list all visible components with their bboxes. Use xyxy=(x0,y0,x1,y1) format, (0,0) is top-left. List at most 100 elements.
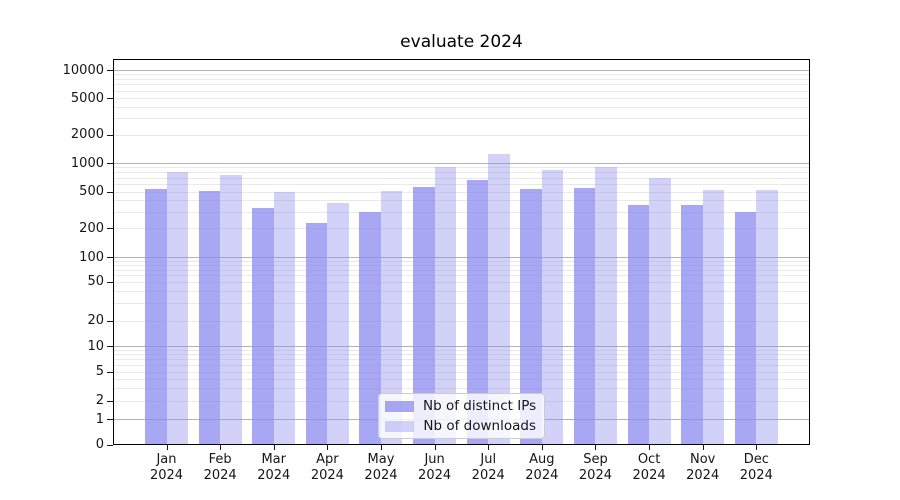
minor-gridline-80 xyxy=(113,264,810,266)
legend-item-distinct-ips: Nb of distinct IPs xyxy=(385,397,536,415)
minor-gridline-5 xyxy=(113,371,810,373)
minor-gridline-300 xyxy=(113,211,810,213)
x-tick-jan xyxy=(166,445,168,450)
minor-gridline-9000 xyxy=(113,74,810,76)
bar-distinct-ips-jun xyxy=(413,186,435,445)
x-tick-label-feb: Feb 2024 xyxy=(188,452,252,484)
bar-distinct-ips-nov xyxy=(681,205,703,445)
gridline-10000 xyxy=(113,70,810,71)
x-tick-apr xyxy=(327,445,329,450)
bar-downloads-sep xyxy=(595,166,617,445)
x-tick-year: 2024 xyxy=(149,468,184,483)
x-tick-year: 2024 xyxy=(364,468,398,483)
x-tick-label-aug: Aug 2024 xyxy=(510,452,574,484)
x-tick-label-jul: Jul 2024 xyxy=(456,452,520,484)
x-tick-sep xyxy=(595,445,597,450)
bar-distinct-ips-oct xyxy=(627,205,650,445)
x-tick-year: 2024 xyxy=(471,468,505,483)
minor-gridline-700 xyxy=(113,177,810,179)
bar-distinct-ips-sep xyxy=(573,188,596,445)
bar-downloads-aug xyxy=(541,170,564,445)
minor-gridline-40 xyxy=(113,290,810,292)
minor-gridline-4 xyxy=(113,378,810,380)
minor-gridline-6000 xyxy=(113,90,810,92)
y-tick-label-1000: 1000 xyxy=(70,155,104,171)
x-tick-label-dec: Dec 2024 xyxy=(724,452,788,484)
minor-gridline-7000 xyxy=(113,84,810,86)
bar-distinct-ips-jul xyxy=(466,180,489,445)
minor-gridline-30 xyxy=(113,303,810,305)
y-tick-label-0: 0 xyxy=(95,437,104,452)
x-tick-month: Jun xyxy=(424,452,445,467)
y-tick-1000 xyxy=(107,163,113,164)
y-tick-10000 xyxy=(107,70,113,71)
bar-distinct-ips-jan xyxy=(145,189,167,445)
minor-gridline-70 xyxy=(113,269,810,271)
bar-distinct-ips-feb xyxy=(198,190,221,445)
x-tick-year: 2024 xyxy=(418,468,452,483)
x-tick-month: Oct xyxy=(637,452,661,467)
bar-downloads-apr xyxy=(327,203,349,445)
minor-gridline-400 xyxy=(113,200,810,202)
x-tick-month: Sep xyxy=(583,452,608,467)
x-tick-month: Jan xyxy=(156,452,177,467)
y-tick-1 xyxy=(107,419,113,420)
y-tick-label-10000: 10000 xyxy=(62,62,104,78)
x-tick-label-jan: Jan 2024 xyxy=(135,452,199,484)
minor-gridline-9 xyxy=(113,349,810,351)
x-tick-oct xyxy=(649,445,651,450)
bar-distinct-ips-mar xyxy=(252,208,274,445)
x-tick-label-sep: Sep 2024 xyxy=(563,452,627,484)
x-tick-may xyxy=(380,445,382,450)
bar-downloads-feb xyxy=(220,175,242,445)
x-tick-year: 2024 xyxy=(578,468,612,483)
bar-downloads-jan xyxy=(166,171,188,445)
bar-distinct-ips-apr xyxy=(305,222,328,445)
x-tick-feb xyxy=(220,445,222,450)
x-tick-year: 2024 xyxy=(632,468,666,483)
bar-downloads-oct xyxy=(649,178,671,445)
minor-gridline-600 xyxy=(113,184,810,185)
legend-swatch-downloads xyxy=(385,420,414,432)
y-tick-5 xyxy=(107,371,113,373)
minor-gridline-3000 xyxy=(113,118,810,120)
x-tick-year: 2024 xyxy=(525,468,559,483)
bar-downloads-may xyxy=(380,190,403,445)
y-tick-label-20: 20 xyxy=(87,313,104,328)
x-tick-label-apr: Apr 2024 xyxy=(295,452,359,484)
bar-downloads-dec xyxy=(756,190,778,445)
x-tick-jul xyxy=(488,445,490,450)
y-tick-label-2: 2 xyxy=(95,393,104,408)
minor-gridline-50 xyxy=(113,281,810,283)
minor-gridline-4000 xyxy=(113,106,810,108)
y-tick-label-500: 500 xyxy=(79,184,104,199)
x-tick-year: 2024 xyxy=(686,468,720,483)
x-tick-month: Jul xyxy=(480,452,497,467)
minor-gridline-6 xyxy=(113,364,810,366)
x-tick-aug xyxy=(541,445,543,450)
minor-gridline-3 xyxy=(113,387,810,389)
x-tick-month: Apr xyxy=(316,452,339,467)
bar-downloads-jul xyxy=(488,153,510,445)
legend: Nb of distinct IPs Nb of downloads xyxy=(378,393,545,439)
gridline-100 xyxy=(113,257,810,258)
minor-gridline-800 xyxy=(113,172,810,174)
x-tick-dec xyxy=(756,445,758,450)
x-tick-label-mar: Mar 2024 xyxy=(242,452,306,484)
minor-gridline-2000 xyxy=(113,134,810,136)
minor-gridline-8 xyxy=(113,354,810,356)
x-tick-label-may: May 2024 xyxy=(349,452,413,484)
x-tick-month: Feb xyxy=(208,452,232,467)
y-tick-5000 xyxy=(107,98,113,99)
y-tick-label-10: 10 xyxy=(87,338,104,354)
bar-distinct-ips-dec xyxy=(734,211,757,445)
x-tick-label-oct: Oct 2024 xyxy=(617,452,681,484)
legend-item-downloads: Nb of downloads xyxy=(385,417,536,435)
x-tick-jun xyxy=(434,445,436,450)
minor-gridline-20 xyxy=(113,320,810,322)
y-tick-100 xyxy=(107,257,113,258)
bar-downloads-mar xyxy=(273,191,296,445)
x-tick-nov xyxy=(702,445,704,450)
bar-distinct-ips-aug xyxy=(520,188,542,445)
